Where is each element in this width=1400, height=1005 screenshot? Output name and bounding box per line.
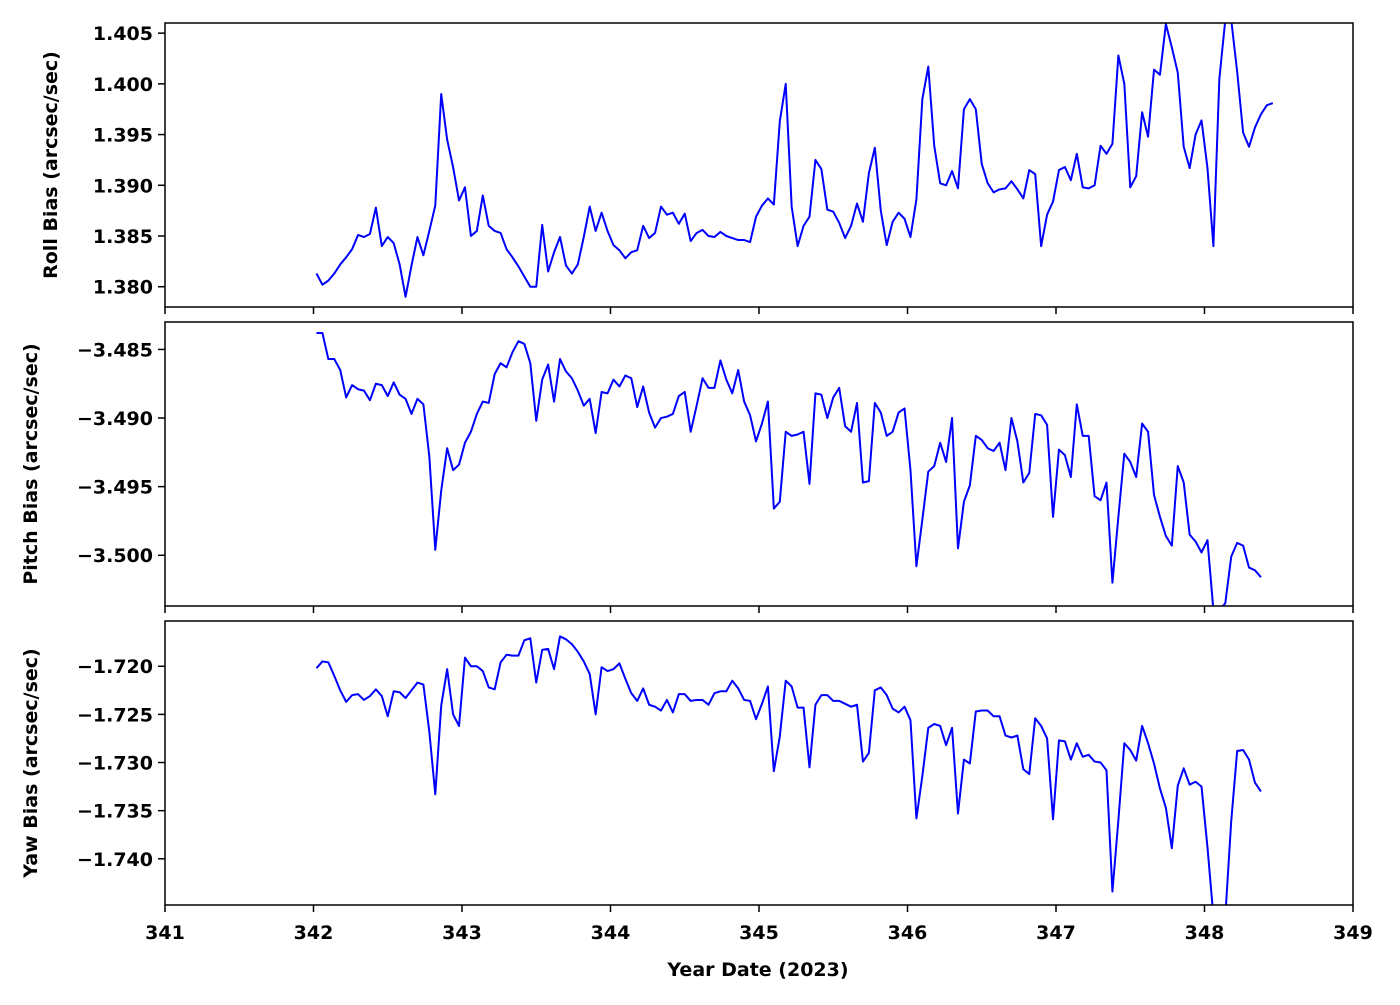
- pitch-plot-frame: [164, 321, 1354, 607]
- roll-y-tick-label: 1.390: [93, 175, 153, 197]
- pitch-y-tick-label: −3.495: [77, 477, 153, 499]
- roll-plot-frame: [164, 22, 1354, 308]
- x-axis-label: Year Date (2023): [666, 959, 848, 981]
- x-tick-label: 345: [739, 922, 779, 944]
- x-tick-label: 343: [442, 922, 482, 944]
- roll-y-tick-label: 1.405: [93, 23, 153, 45]
- pitch-y-tick-label: −3.485: [77, 339, 153, 361]
- x-tick-label: 348: [1185, 922, 1225, 944]
- x-tick-label: 346: [888, 922, 928, 944]
- pitch-y-tick-label: −3.490: [77, 408, 153, 430]
- yaw-plot-frame: [164, 620, 1354, 906]
- yaw-bias-panel: −1.720 −1.725 −1.730 −1.735 −1.740 341 342 343 3…: [20, 620, 1373, 944]
- roll-bias-panel: 1.380 1.385 1.390 1.395 1.400 1.405 Roll Bias …: [40, 22, 1354, 314]
- pitch-y-axis-label: Pitch Bias (arcsec/sec): [20, 343, 42, 584]
- pitch-y-tick-label: −3.500: [77, 545, 153, 567]
- pitch-bias-series-line: [316, 331, 1262, 606]
- x-tick-label: 341: [145, 922, 185, 944]
- yaw-bias-series-line: [315, 635, 1262, 905]
- pitch-bias-panel: −3.485 −3.490 −3.495 −3.500 Pitch Bias (arcs…: [20, 321, 1354, 613]
- roll-y-tick-label: 1.385: [93, 226, 153, 248]
- yaw-y-axis-label: Yaw Bias (arcsec/sec): [20, 648, 42, 878]
- roll-y-tick-label: 1.395: [93, 125, 153, 147]
- yaw-y-tick-label: −1.725: [77, 704, 153, 726]
- yaw-y-tick-label: −1.720: [77, 656, 153, 678]
- yaw-y-tick-label: −1.740: [77, 849, 153, 871]
- x-tick-label: 349: [1333, 922, 1373, 944]
- roll-y-axis-label: Roll Bias (arcsec/sec): [40, 51, 62, 279]
- x-tick-label: 347: [1036, 922, 1076, 944]
- roll-bias-series-line: [315, 23, 1274, 298]
- roll-y-tick-label: 1.400: [93, 74, 153, 96]
- yaw-y-tick-label: −1.730: [77, 753, 153, 775]
- roll-y-tick-label: 1.380: [93, 277, 153, 299]
- x-tick-label: 344: [591, 922, 631, 944]
- x-tick-label: 342: [294, 922, 334, 944]
- yaw-y-tick-label: −1.735: [77, 801, 153, 823]
